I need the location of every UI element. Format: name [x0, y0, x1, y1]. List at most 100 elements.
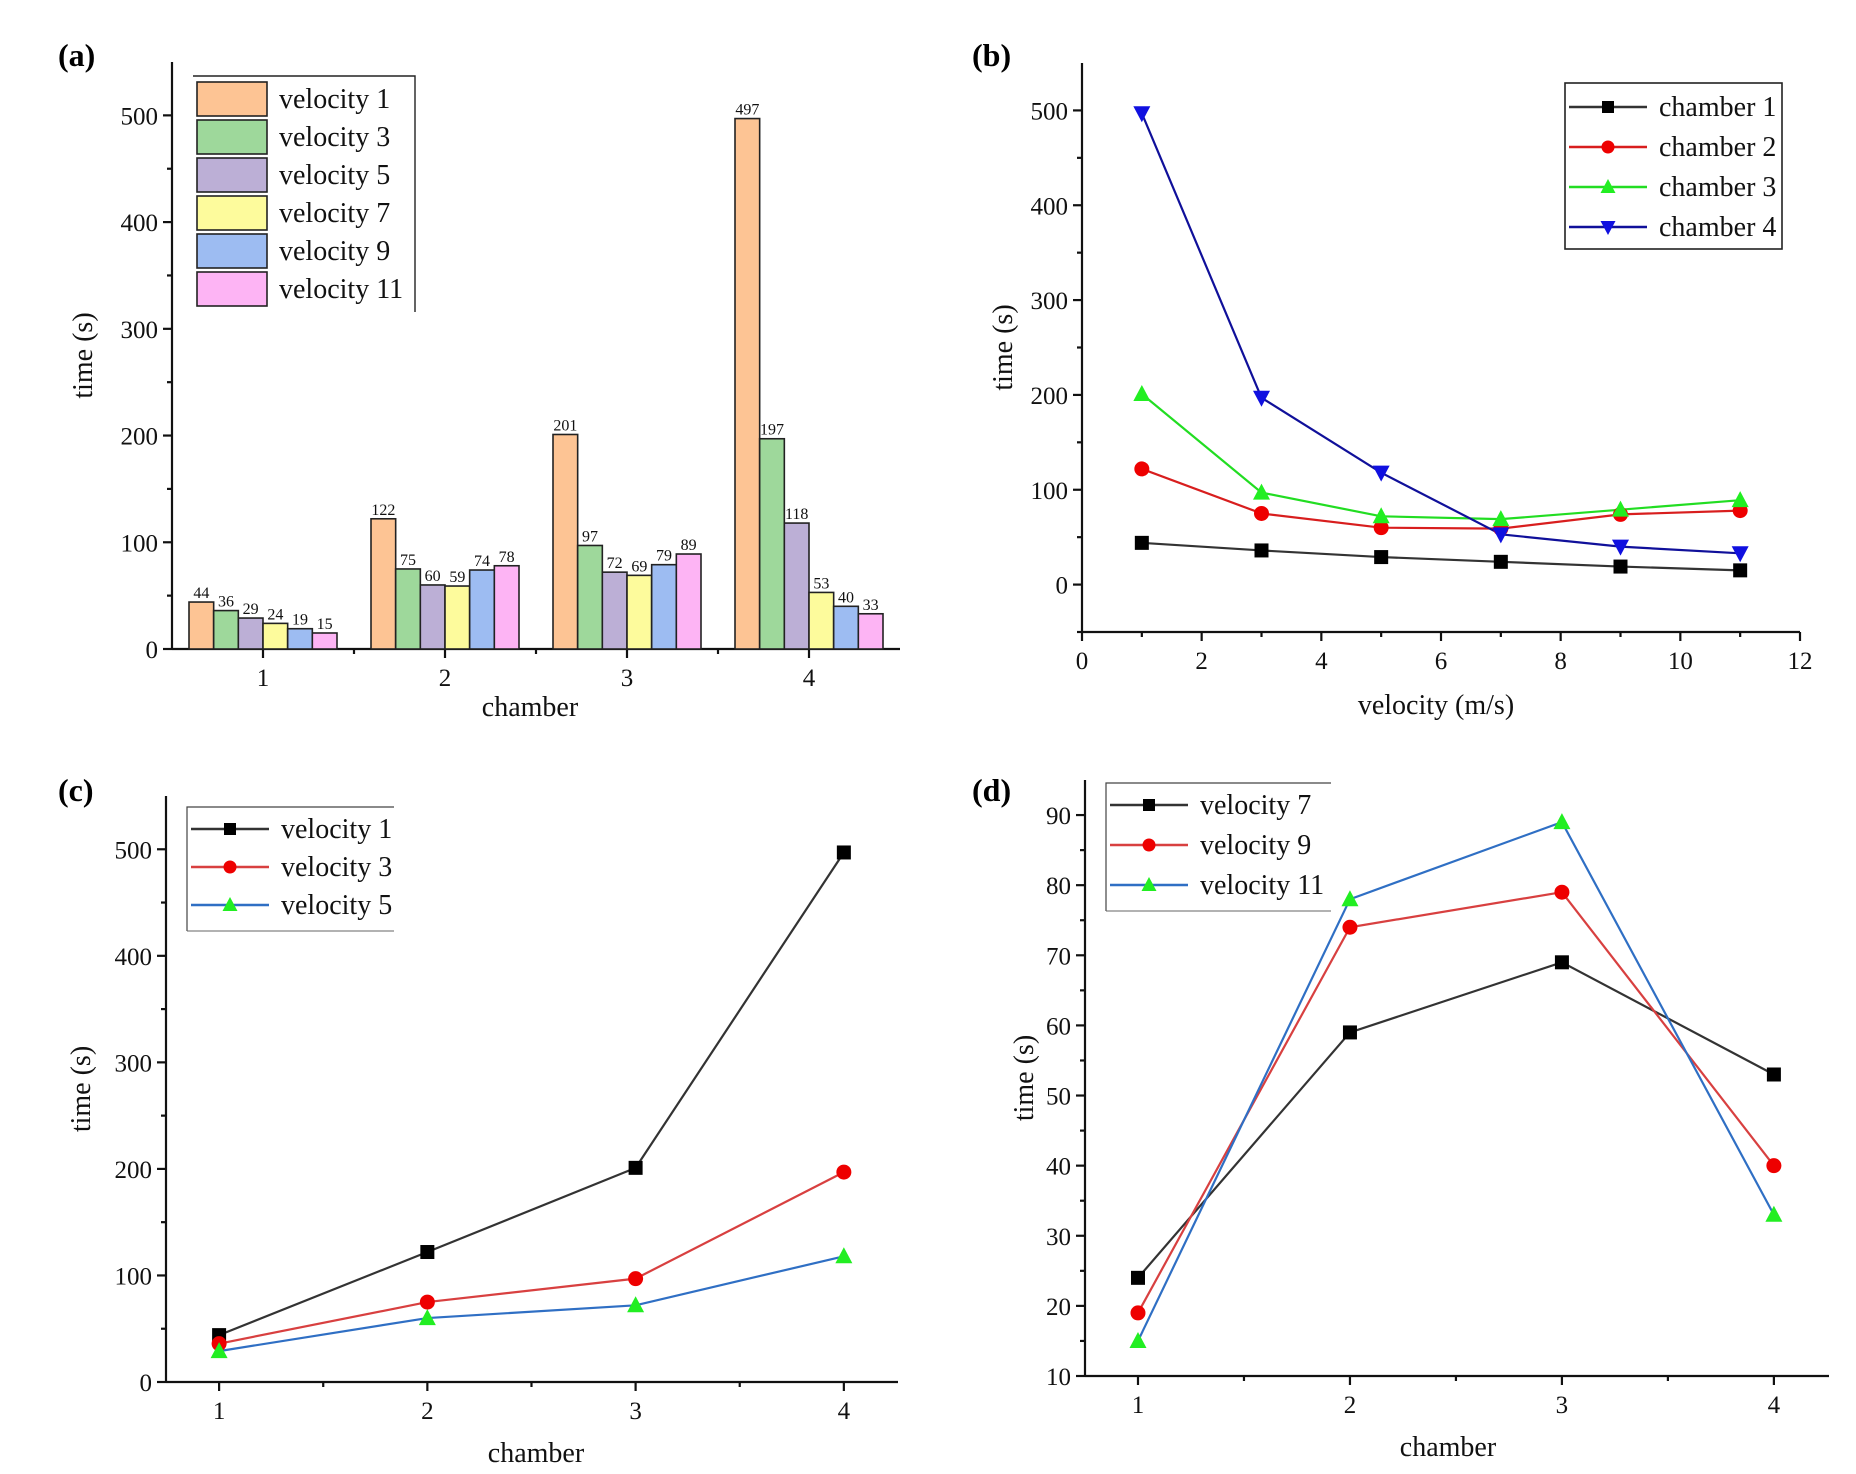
- y-axis-title: time (s): [988, 304, 1019, 390]
- legend-border: [186, 806, 394, 931]
- data-point: [1612, 500, 1629, 517]
- data-point: [1130, 1305, 1146, 1321]
- legend: chamber 1 chamber 2 chamber 3 chamber 4: [1564, 82, 1783, 250]
- x-tick-label: 6: [1435, 648, 1448, 675]
- panel-label: (b): [972, 37, 1011, 73]
- data-point: [1766, 1158, 1782, 1174]
- x-tick-label: 2: [421, 1398, 434, 1425]
- bar: [311, 632, 338, 650]
- legend-swatch: [196, 195, 268, 231]
- legend: velocity 1 velocity 3 velocity 5 velocity 7…: [193, 75, 416, 312]
- x-tick-label: 2: [439, 665, 452, 692]
- legend-swatch: [196, 81, 268, 117]
- bar-value-label: 89: [681, 537, 697, 554]
- legend-marker: [1600, 179, 1616, 193]
- x-tick-label: 4: [803, 665, 816, 692]
- legend-label: velocity 3: [281, 852, 392, 883]
- series-line-velocity-3: [218, 1171, 845, 1345]
- y-tick-label: 40: [1046, 1154, 1071, 1181]
- y-tick-label: 500: [121, 103, 159, 130]
- bar: [286, 627, 314, 650]
- x-tick-label: 1: [213, 1398, 226, 1425]
- data-point: [1372, 465, 1390, 482]
- legend-label: chamber 2: [1659, 132, 1776, 163]
- bar: [576, 544, 604, 650]
- y-axis-title: time (s): [1009, 1035, 1040, 1121]
- legend-label: velocity 7: [1200, 790, 1311, 821]
- data-point: [1342, 1025, 1357, 1040]
- bar: [808, 591, 835, 650]
- data-point: [628, 1271, 644, 1287]
- y-axis-title: time (s): [66, 1046, 97, 1132]
- bar: [783, 522, 810, 650]
- legend: velocity 1 velocity 3 velocity 5: [186, 806, 394, 932]
- data-point: [1372, 507, 1390, 524]
- bar: [237, 617, 264, 650]
- bar-value-label: 19: [292, 612, 308, 629]
- x-tick-label: 4: [1768, 1392, 1781, 1419]
- legend-swatch: [196, 271, 268, 307]
- legend-swatch: [196, 119, 268, 155]
- bar: [444, 585, 471, 650]
- bar-value-label: 29: [243, 601, 259, 618]
- bar: [468, 569, 496, 650]
- data-point: [627, 1296, 645, 1313]
- y-tick-label: 100: [1031, 478, 1069, 505]
- data-point: [1731, 491, 1749, 508]
- legend-marker: [1143, 799, 1155, 811]
- data-point: [1493, 554, 1508, 569]
- bar: [734, 117, 761, 650]
- bar: [188, 601, 215, 650]
- legend-label: velocity 9: [279, 236, 390, 267]
- x-tick-label: 4: [838, 1398, 851, 1425]
- bar-value-label: 15: [317, 616, 333, 633]
- y-tick-label: 300: [121, 317, 159, 344]
- legend-label: velocity 11: [1200, 870, 1324, 901]
- legend-marker: [223, 860, 237, 874]
- x-tick-label: 0: [1076, 648, 1089, 675]
- y-tick-label: 30: [1046, 1224, 1071, 1251]
- y-tick-label: 80: [1046, 873, 1071, 900]
- y-tick-label: 400: [115, 944, 153, 971]
- legend-border: [1105, 782, 1331, 911]
- panel-b-line-chart: (b) 0 100 200 300 400 500 0 2 4 6 8 10 12 velocity (m/…: [972, 37, 1813, 721]
- bar-value-label: 69: [631, 558, 647, 575]
- series-line-velocity-1: [218, 851, 845, 1337]
- y-tick-label: 200: [121, 424, 159, 451]
- y-tick-label: 20: [1046, 1294, 1071, 1321]
- x-tick-label: 10: [1668, 648, 1693, 675]
- legend-label: velocity 1: [281, 814, 392, 845]
- bar-value-label: 201: [553, 417, 577, 434]
- y-tick-label: 10: [1046, 1364, 1071, 1391]
- legend-label: chamber 4: [1659, 212, 1776, 243]
- x-tick-label: 1: [1132, 1392, 1145, 1419]
- y-tick-label: 200: [115, 1157, 153, 1184]
- x-tick-label: 3: [1556, 1392, 1569, 1419]
- data-point: [836, 845, 851, 860]
- bar: [493, 564, 520, 650]
- y-tick-label: 100: [121, 530, 159, 557]
- legend-swatch: [196, 157, 268, 193]
- data-point: [1341, 890, 1359, 907]
- series-line-chamber-1: [1141, 541, 1741, 572]
- bar-value-label: 74: [474, 553, 490, 570]
- data-point: [1554, 955, 1569, 970]
- bar-value-label: 53: [813, 575, 829, 592]
- data-point: [628, 1160, 643, 1175]
- y-tick-label: 100: [115, 1263, 153, 1290]
- bar: [601, 571, 628, 650]
- data-point: [1733, 563, 1748, 578]
- legend-label: chamber 1: [1659, 92, 1776, 123]
- x-tick-label: 1: [257, 665, 270, 692]
- data-point: [418, 1309, 436, 1326]
- data-point: [1133, 384, 1151, 401]
- series-line-chamber-2: [1141, 467, 1741, 530]
- bar-value-label: 59: [449, 569, 465, 586]
- series-line-velocity-7: [1137, 961, 1775, 1279]
- data-point: [1130, 1270, 1145, 1285]
- x-axis-title: velocity (m/s): [1358, 690, 1514, 721]
- panel-label: (a): [58, 37, 95, 73]
- bar-value-label: 118: [785, 506, 808, 523]
- legend-label: velocity 1: [279, 84, 390, 115]
